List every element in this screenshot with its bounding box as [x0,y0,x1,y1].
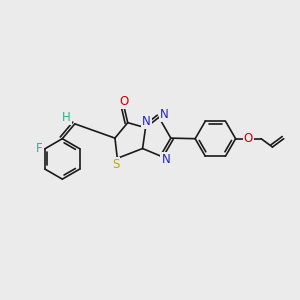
Text: S: S [112,158,119,171]
Text: N: N [161,153,170,166]
Text: N: N [142,115,151,128]
Text: O: O [244,132,253,145]
Text: F: F [36,142,42,155]
Text: N: N [160,108,169,121]
Text: H: H [62,111,71,124]
Text: O: O [119,95,129,108]
